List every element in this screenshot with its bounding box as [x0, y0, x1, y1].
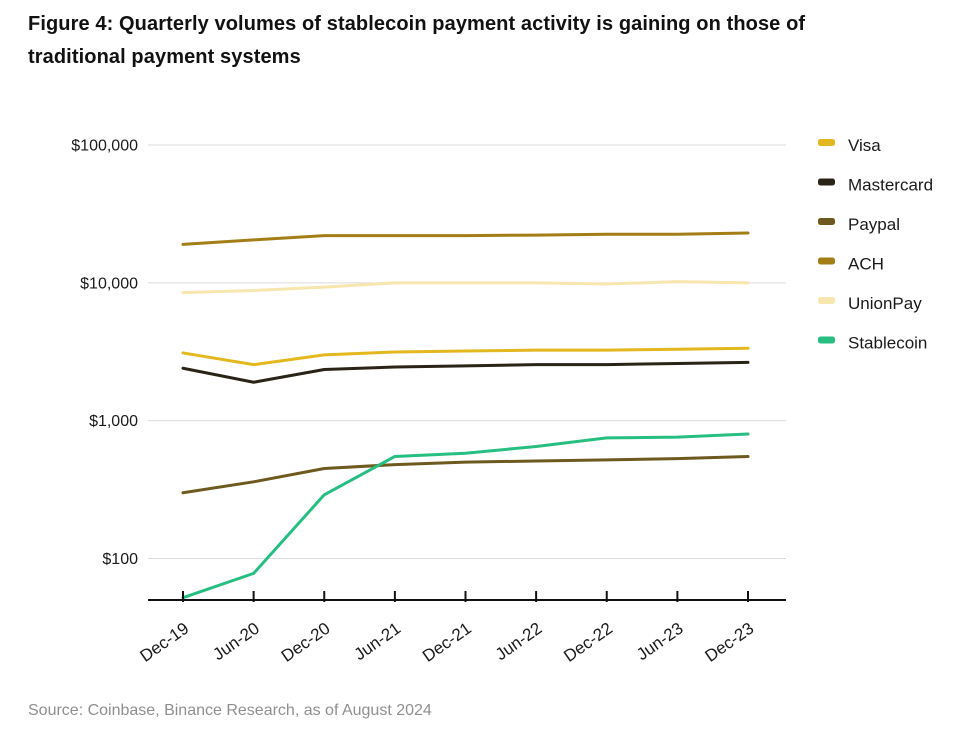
- y-tick-label: $10,000: [80, 275, 138, 292]
- x-tick-label: Dec-20: [278, 619, 334, 666]
- series-line-stablecoin: [181, 432, 750, 600]
- legend-label-unionpay: UnionPay: [848, 294, 922, 313]
- y-tick-label: $100,000: [71, 138, 138, 155]
- legend-swatch-mastercard: [818, 178, 835, 186]
- figure-title: Figure 4: Quarterly volumes of stablecoi…: [28, 8, 805, 74]
- legend-swatch-paypal: [818, 218, 835, 225]
- x-tick-label: Jun-21: [351, 619, 404, 664]
- x-tick-label: Dec-19: [136, 619, 192, 666]
- x-tick-label: Dec-21: [419, 619, 475, 666]
- figure-title-line2: traditional payment systems: [28, 46, 301, 68]
- series-line-mastercard: [181, 360, 750, 384]
- x-tick-label: Dec-22: [560, 619, 616, 666]
- source-caption: Source: Coinbase, Binance Research, as o…: [28, 702, 432, 719]
- series-line-ach: [181, 231, 750, 246]
- figure-title-line1: Figure 4: Quarterly volumes of stablecoi…: [28, 13, 806, 35]
- x-tick-label: Dec-23: [701, 619, 757, 666]
- legend-label-paypal: Paypal: [848, 215, 900, 234]
- legend-label-ach: ACH: [848, 255, 884, 274]
- series-line-paypal: [181, 454, 750, 495]
- series-line-unionpay: [181, 280, 750, 295]
- series-line-visa: [181, 346, 750, 367]
- legend-label-stablecoin: Stablecoin: [848, 334, 927, 353]
- y-tick-label: $1,000: [89, 413, 138, 430]
- legend-swatch-unionpay: [818, 297, 835, 304]
- legend-label-visa: Visa: [848, 136, 881, 155]
- x-tick-label: Jun-22: [492, 619, 545, 664]
- x-tick-label: Jun-23: [633, 619, 686, 664]
- legend-swatch-stablecoin: [818, 336, 835, 344]
- x-tick-label: Jun-20: [209, 619, 262, 664]
- legend-swatch-visa: [818, 139, 835, 146]
- legend-swatch-ach: [818, 257, 835, 265]
- y-tick-label: $100: [102, 551, 138, 568]
- legend-label-mastercard: Mastercard: [848, 176, 933, 195]
